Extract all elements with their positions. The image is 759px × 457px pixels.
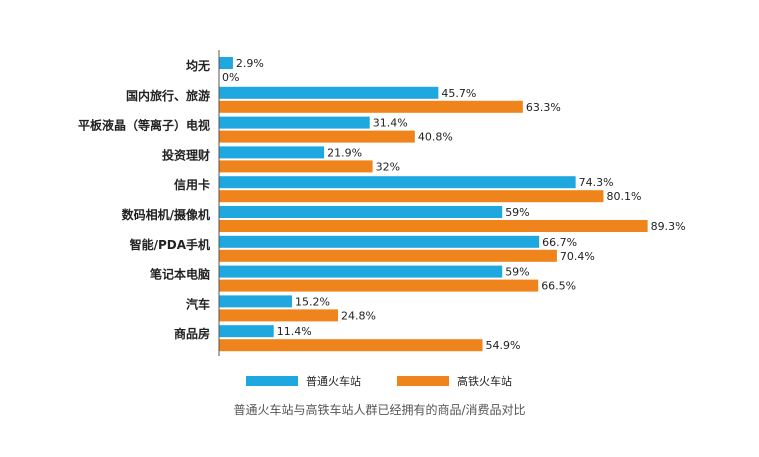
category-label: 均无 [186, 58, 210, 73]
chart-caption: 普通火车站与高铁车站人群已经拥有的商品/消费品对比 [233, 403, 526, 417]
category-label: 平板液晶（等离子）电视 [78, 118, 210, 133]
bar-series2 [219, 249, 557, 262]
legend-swatch-series1 [246, 376, 298, 386]
legend-label-series1: 普通火车站 [306, 374, 361, 388]
category-label: 国内旅行、旅游 [126, 88, 210, 103]
bar-series1 [219, 176, 576, 189]
category-label: 数码相机/摄像机 [122, 207, 210, 222]
bar-series1 [219, 206, 503, 218]
data-label-series1: 15.2% [295, 295, 330, 308]
data-label-series1: 59% [505, 266, 529, 279]
category-label: 笔记本电脑 [150, 267, 210, 282]
bar-series2 [219, 309, 339, 322]
legend-label-series2: 高铁火车站 [457, 374, 512, 388]
data-label-series2: 0% [222, 71, 239, 84]
data-label-series2: 40.8% [418, 131, 453, 144]
bar-series2 [219, 279, 539, 292]
bar-series1 [219, 325, 274, 338]
bar-series1 [219, 57, 233, 69]
data-label-series1: 66.7% [542, 236, 577, 249]
data-label-series2: 66.5% [541, 280, 576, 293]
bar-series2 [219, 130, 415, 143]
data-label-series2: 24.8% [341, 309, 376, 322]
data-label-series2: 89.3% [651, 220, 686, 233]
bar-series1 [219, 116, 370, 129]
data-label-series2: 32% [376, 160, 400, 173]
bar-series1 [219, 146, 325, 159]
category-label: 汽车 [186, 296, 210, 311]
data-label-series2: 80.1% [606, 190, 641, 203]
bar-series2 [219, 100, 523, 113]
bar-series1 [219, 295, 292, 308]
bar-series1 [219, 235, 540, 248]
data-label-series1: 11.4% [277, 325, 312, 338]
bar-series2 [219, 160, 373, 173]
bar-series2 [219, 339, 483, 352]
bar-series1 [219, 265, 503, 278]
data-label-series1: 2.9% [236, 57, 264, 70]
data-label-series1: 21.9% [327, 146, 362, 159]
data-label-series2: 54.9% [486, 339, 521, 352]
data-label-series1: 31.4% [373, 117, 408, 130]
category-label: 智能/PDA手机 [129, 237, 210, 252]
category-label: 投资理财 [162, 147, 210, 162]
category-label: 商品房 [174, 326, 210, 341]
data-label-series1: 74.3% [579, 176, 614, 189]
legend-swatch-series2 [397, 376, 449, 386]
category-label: 信用卡 [174, 177, 210, 192]
bar-series2 [219, 190, 604, 203]
bar-series2 [219, 220, 648, 232]
bar-series1 [219, 86, 439, 99]
data-label-series2: 63.3% [526, 101, 561, 114]
data-label-series1: 59% [505, 206, 529, 219]
data-label-series1: 45.7% [441, 87, 476, 100]
data-label-series2: 70.4% [560, 250, 595, 263]
